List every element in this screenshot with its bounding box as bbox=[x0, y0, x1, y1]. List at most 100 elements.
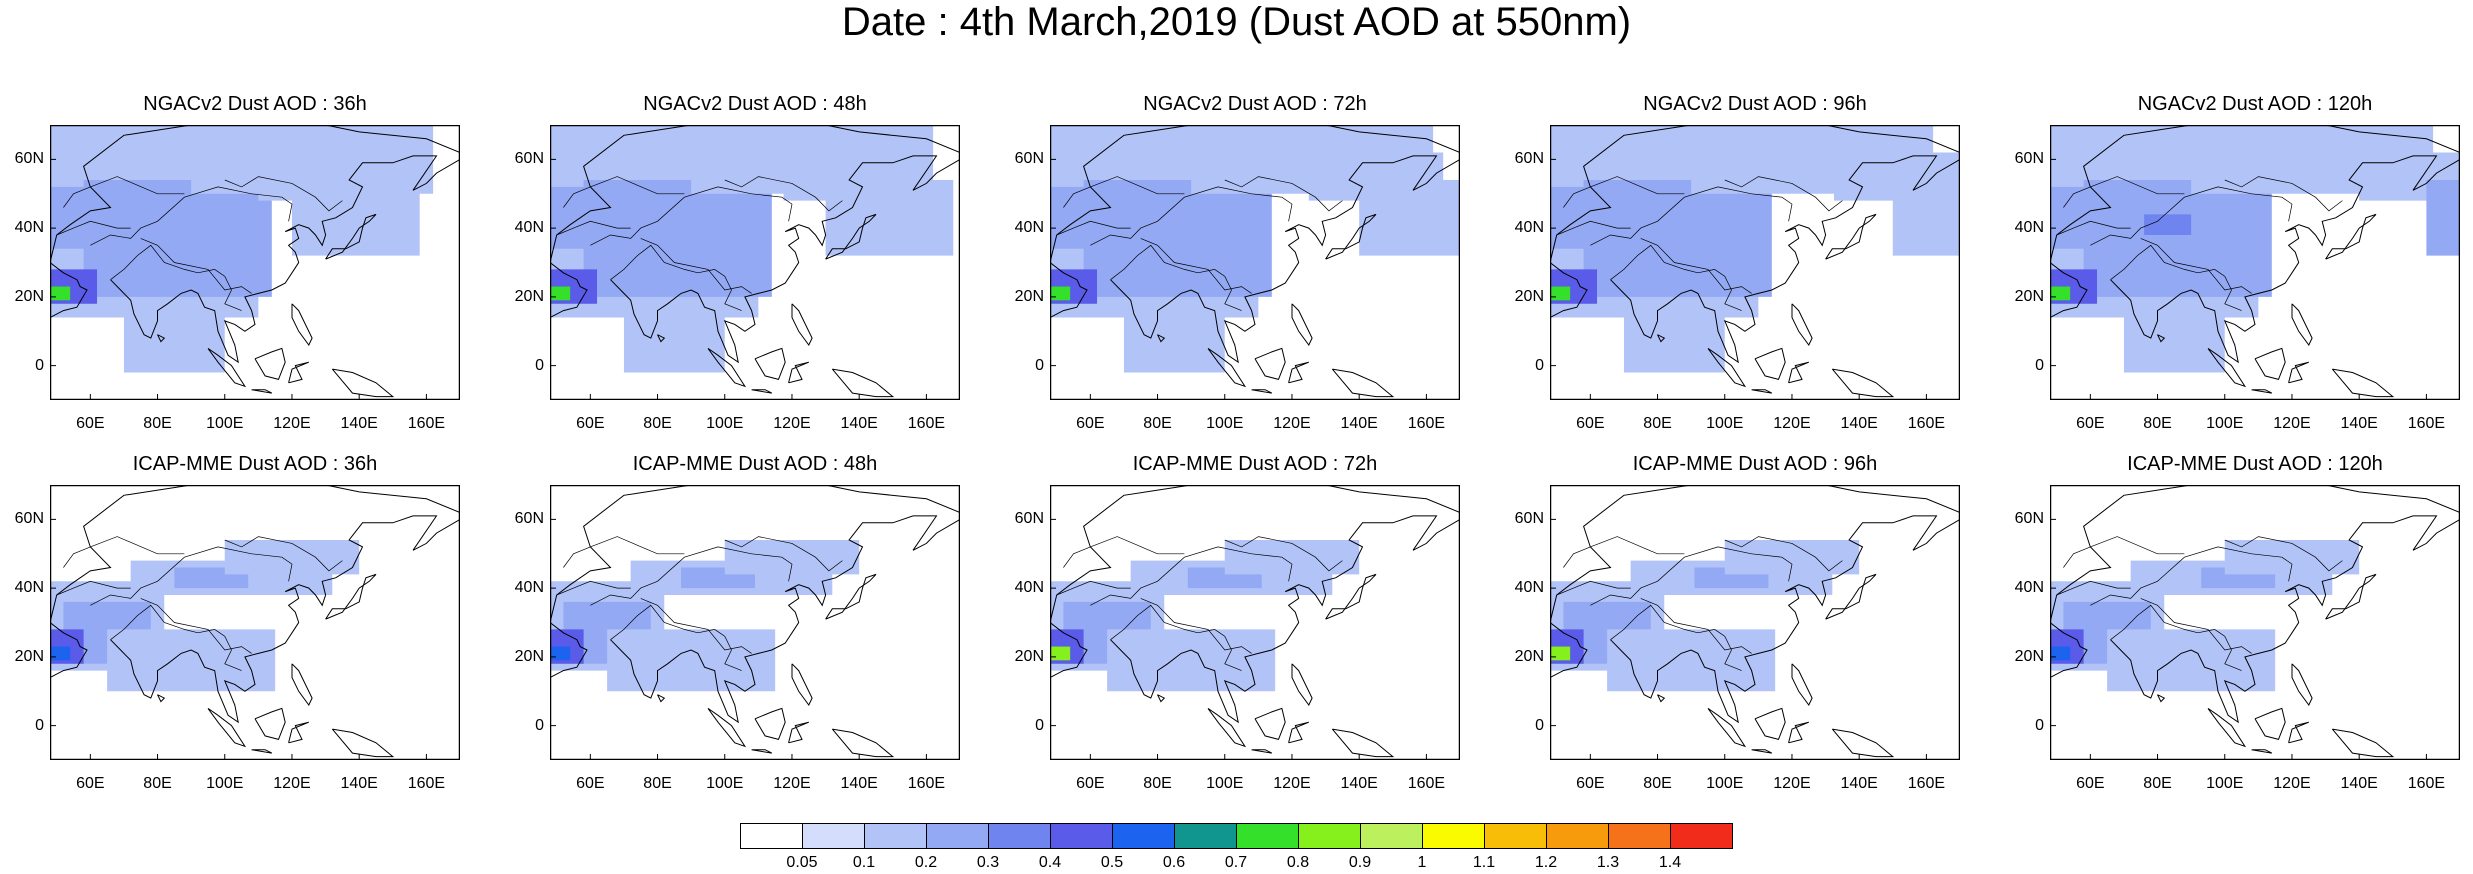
colorbar-swatch bbox=[864, 823, 927, 849]
country-border bbox=[1714, 629, 1742, 671]
aod-field-cell bbox=[1050, 286, 1071, 301]
coastline bbox=[1754, 707, 1786, 740]
coastline bbox=[1207, 347, 1247, 388]
country-border bbox=[1590, 186, 1793, 246]
country-border bbox=[1214, 269, 1242, 311]
country-border bbox=[2063, 536, 2185, 568]
lon-tick-label: 80E bbox=[643, 415, 672, 432]
country-border bbox=[56, 580, 131, 596]
map-panel bbox=[50, 125, 460, 400]
aod-field-cell bbox=[2144, 214, 2192, 235]
colorbar-swatch bbox=[1546, 823, 1609, 849]
aod-field-cell bbox=[1107, 629, 1276, 692]
colorbar-swatch bbox=[1360, 823, 1423, 849]
country-border bbox=[56, 220, 131, 236]
lon-tick-label: 60E bbox=[1076, 775, 1105, 792]
lon-tick-label: 120E bbox=[1273, 415, 1311, 432]
map-border bbox=[550, 485, 960, 760]
coastline bbox=[1050, 485, 1460, 623]
lat-tick-label: 60N bbox=[1014, 150, 1044, 168]
coastline bbox=[254, 347, 286, 380]
lon-tick-label: 120E bbox=[773, 775, 811, 792]
lat-tick-label: 60N bbox=[2014, 510, 2044, 528]
coastline bbox=[751, 749, 773, 754]
coastline bbox=[1610, 155, 1960, 364]
colorbar-swatch bbox=[740, 823, 803, 849]
panel-title: ICAP-MME Dust AOD : 120h bbox=[2127, 453, 2383, 475]
lat-tick-label: 0 bbox=[1535, 716, 1544, 734]
country-border bbox=[1063, 176, 1185, 208]
country-border bbox=[214, 629, 242, 671]
colorbar-swatch bbox=[926, 823, 989, 849]
lon-tick-label: 120E bbox=[273, 415, 311, 432]
country-border bbox=[140, 238, 252, 294]
coastline bbox=[254, 707, 286, 740]
lon-tick-label: 100E bbox=[2206, 775, 2244, 792]
map-border bbox=[1050, 125, 1460, 400]
aod-map bbox=[1050, 485, 1460, 760]
coastline bbox=[157, 694, 166, 703]
map-panel bbox=[1050, 125, 1460, 400]
map-border bbox=[2050, 485, 2460, 760]
coastline bbox=[831, 728, 895, 758]
country-border bbox=[2110, 244, 2215, 280]
lon-tick-label: 160E bbox=[1407, 415, 1446, 432]
coastline bbox=[1288, 361, 1309, 384]
country-border bbox=[556, 220, 631, 236]
coastline bbox=[1050, 262, 1088, 325]
coastline bbox=[325, 573, 377, 620]
lat-tick-label: 20N bbox=[14, 647, 44, 665]
aod-field-cell bbox=[144, 214, 192, 235]
coastline bbox=[1754, 347, 1786, 380]
lon-tick-label: 80E bbox=[1143, 415, 1172, 432]
lat-tick-label: 60N bbox=[2014, 150, 2044, 168]
country-border bbox=[714, 269, 742, 311]
colorbar-label: 0.4 bbox=[1038, 854, 1062, 871]
lat-tick-label: 60N bbox=[514, 150, 544, 168]
aod-field-cell bbox=[2426, 180, 2460, 256]
coastline bbox=[1157, 694, 1166, 703]
country-border bbox=[563, 536, 685, 568]
lat-tick-label: 20N bbox=[514, 647, 544, 665]
aod-field-cell bbox=[644, 214, 692, 235]
map-border bbox=[50, 485, 460, 760]
coastline bbox=[1331, 368, 1395, 398]
coastline bbox=[50, 125, 460, 263]
lon-tick-label: 100E bbox=[206, 775, 244, 792]
lon-tick-label: 100E bbox=[1706, 775, 1744, 792]
colorbar-swatch bbox=[1112, 823, 1175, 849]
aod-field-cell bbox=[2050, 286, 2071, 301]
country-border bbox=[640, 238, 752, 294]
aod-map bbox=[50, 485, 460, 760]
coastline bbox=[707, 347, 747, 388]
coastline bbox=[2110, 515, 2460, 724]
country-border bbox=[1640, 238, 1752, 294]
coastline bbox=[207, 347, 247, 388]
coastline bbox=[1050, 125, 1460, 263]
coastline bbox=[325, 213, 377, 260]
coastline bbox=[550, 485, 960, 623]
colorbar-label: 0.7 bbox=[1224, 854, 1248, 871]
country-border bbox=[2063, 176, 2185, 208]
coastline bbox=[1251, 389, 1273, 394]
coastline bbox=[1325, 213, 1377, 260]
coastline bbox=[331, 368, 395, 398]
aod-map bbox=[550, 485, 960, 760]
coastline bbox=[157, 334, 166, 343]
lon-tick-label: 120E bbox=[1773, 775, 1811, 792]
lon-tick-label: 100E bbox=[2206, 415, 2244, 432]
coastline bbox=[707, 707, 747, 748]
coastline bbox=[1207, 707, 1247, 748]
coastline bbox=[1657, 694, 1666, 703]
aod-field-cell bbox=[1644, 214, 1692, 235]
coastline bbox=[110, 155, 460, 364]
country-border bbox=[2140, 238, 2252, 294]
colorbar-swatch bbox=[1174, 823, 1237, 849]
lon-tick-label: 120E bbox=[773, 415, 811, 432]
coastline bbox=[1291, 663, 1313, 706]
country-border bbox=[1640, 598, 1752, 654]
coastline bbox=[1550, 485, 1960, 623]
coastline bbox=[2325, 573, 2377, 620]
coastline bbox=[1751, 749, 1773, 754]
coastline bbox=[550, 262, 588, 325]
